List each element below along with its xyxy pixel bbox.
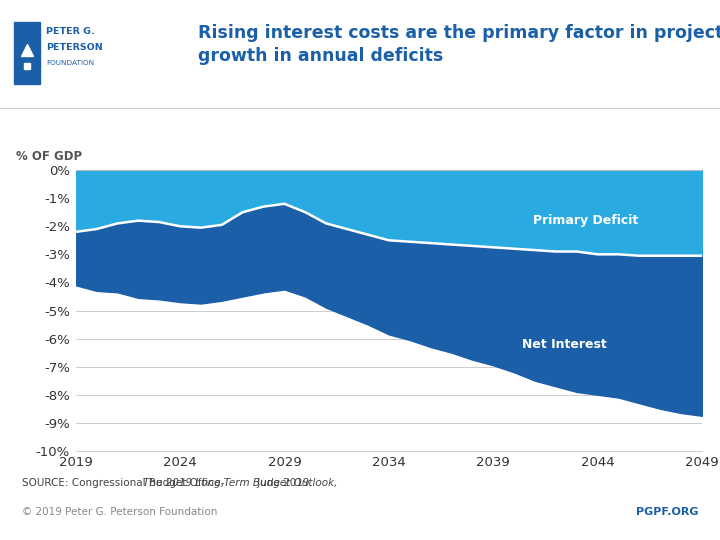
- Text: PETER G.: PETER G.: [46, 26, 95, 36]
- Bar: [14, 22, 40, 84]
- Text: © 2019 Peter G. Peterson Foundation: © 2019 Peter G. Peterson Foundation: [22, 507, 217, 517]
- Text: Rising interest costs are the primary factor in projected
growth in annual defic: Rising interest costs are the primary fa…: [198, 24, 720, 65]
- Text: Net Interest: Net Interest: [522, 338, 606, 350]
- Text: The 2019 Long-Term Budget Outlook,: The 2019 Long-Term Budget Outlook,: [143, 478, 337, 488]
- Text: June 2019.: June 2019.: [254, 478, 313, 488]
- Text: Primary Deficit: Primary Deficit: [534, 214, 639, 227]
- Text: SOURCE: Congressional Budget Office,: SOURCE: Congressional Budget Office,: [22, 478, 227, 488]
- Text: PGPF.ORG: PGPF.ORG: [636, 507, 698, 517]
- Text: PETERSON: PETERSON: [46, 43, 103, 52]
- Text: FOUNDATION: FOUNDATION: [46, 60, 94, 66]
- Text: % OF GDP: % OF GDP: [16, 151, 82, 164]
